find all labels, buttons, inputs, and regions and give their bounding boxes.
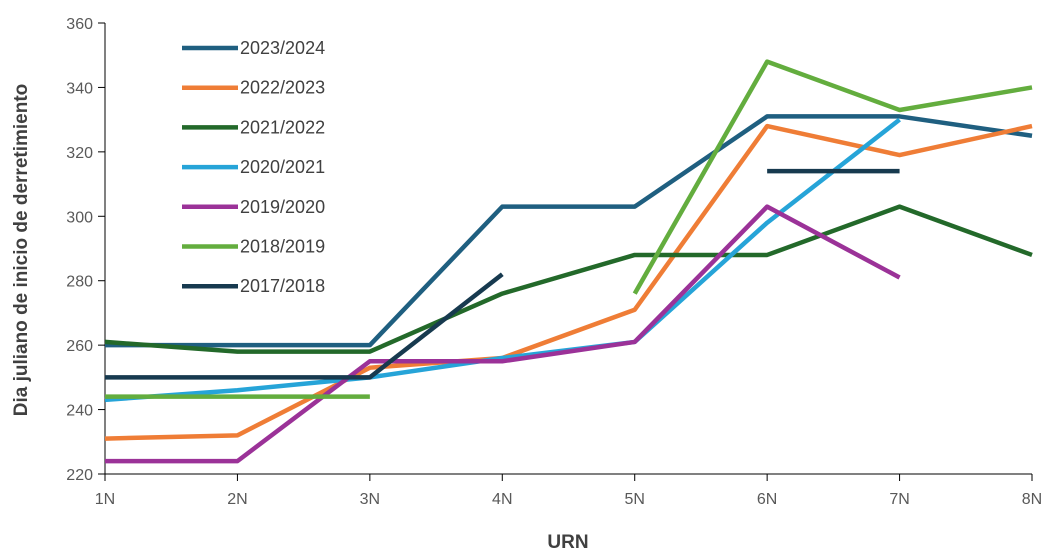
x-tick-label: 3N	[360, 491, 380, 508]
legend-label: 2017/2018	[240, 276, 325, 296]
legend-label: 2020/2021	[240, 157, 325, 177]
legend-item: 2017/2018	[182, 276, 325, 296]
y-tick-label: 320	[66, 145, 93, 162]
legend-label: 2022/2023	[240, 78, 325, 98]
y-tick-label: 240	[66, 403, 93, 420]
y-tick-label: 340	[66, 80, 93, 97]
legend: 2023/2024 2022/2023 2021/2022 2020/2021 2019…	[182, 38, 325, 296]
y-axis-title: Dia juliano de inicio de derretimiento	[11, 84, 32, 417]
y-tick-label: 300	[66, 209, 93, 226]
axes: 220 240 260 280 300 320 340 360 1N 2N 3N 4N 5N 6N 7N 8N	[66, 16, 1042, 508]
legend-item: 2019/2020	[182, 197, 325, 217]
series-line	[105, 272, 504, 380]
legend-item: 2018/2019	[182, 237, 325, 257]
y-tick-label: 220	[66, 467, 93, 484]
y-tick-label: 260	[66, 338, 93, 355]
series-2018-2019	[105, 59, 1033, 399]
x-tick-label: 6N	[757, 491, 777, 508]
y-tick-label: 280	[66, 274, 93, 291]
series-line	[104, 204, 1033, 354]
x-tick-label: 4N	[492, 491, 512, 508]
legend-label: 2021/2022	[240, 117, 325, 137]
series-2017-2018	[105, 168, 900, 380]
legend-item: 2020/2021	[182, 157, 325, 177]
x-tick-label: 1N	[95, 491, 115, 508]
x-tick-label: 5N	[624, 491, 644, 508]
series-2019-2020	[105, 204, 901, 464]
series-2022-2023	[104, 123, 1033, 441]
legend-label: 2018/2019	[240, 237, 325, 257]
series-2023-2024	[105, 114, 1033, 348]
x-axis-title: URN	[547, 532, 588, 553]
series-2020-2021	[104, 117, 901, 403]
series-line	[105, 114, 1033, 348]
legend-item: 2023/2024	[182, 38, 325, 58]
series-layer	[104, 59, 1033, 464]
series-line	[104, 123, 1033, 441]
series-line	[105, 204, 901, 464]
series-line	[104, 117, 901, 403]
series-2021-2022	[104, 204, 1033, 354]
y-tick-label: 360	[66, 16, 93, 33]
series-line	[632, 59, 1033, 295]
x-tick-label: 2N	[227, 491, 247, 508]
x-tick-label: 8N	[1022, 491, 1042, 508]
legend-item: 2021/2022	[182, 117, 325, 137]
legend-label: 2019/2020	[240, 197, 325, 217]
legend-item: 2022/2023	[182, 78, 325, 98]
x-tick-label: 7N	[889, 491, 909, 508]
legend-label: 2023/2024	[240, 38, 325, 58]
